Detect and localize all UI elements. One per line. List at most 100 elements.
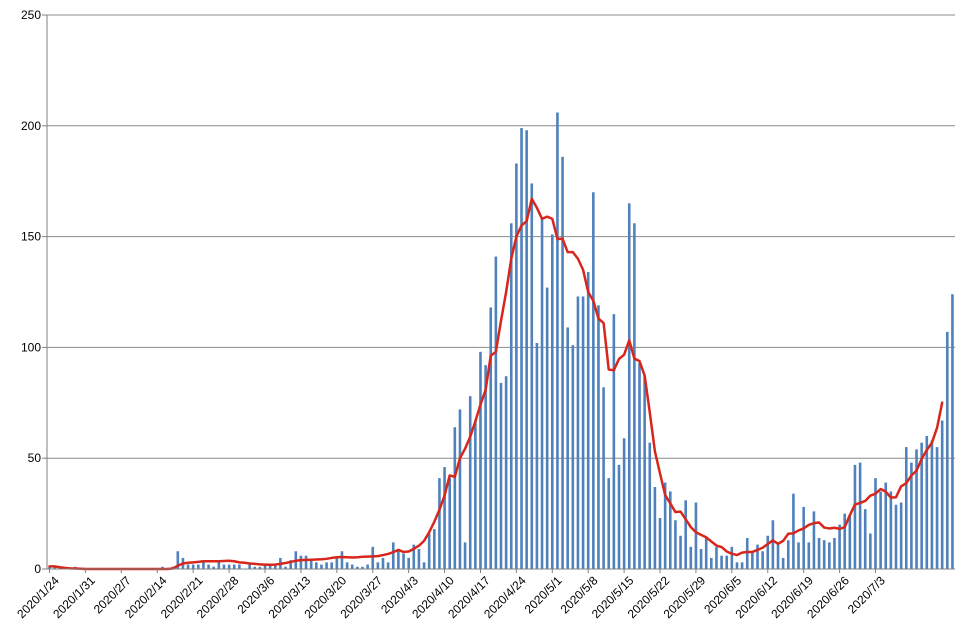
bar bbox=[191, 564, 195, 569]
bar bbox=[468, 396, 472, 569]
bar bbox=[863, 509, 867, 569]
bar bbox=[335, 557, 339, 569]
bar bbox=[725, 555, 729, 569]
bar bbox=[597, 305, 600, 569]
bar bbox=[366, 564, 369, 569]
bar bbox=[361, 566, 364, 569]
bar bbox=[551, 234, 554, 569]
bar bbox=[350, 564, 354, 569]
bar bbox=[530, 183, 534, 570]
bar bbox=[807, 542, 811, 569]
bar bbox=[520, 128, 523, 569]
bar bbox=[653, 487, 657, 569]
bar bbox=[745, 537, 749, 569]
bar bbox=[371, 546, 375, 569]
bar bbox=[571, 345, 575, 569]
bar bbox=[740, 562, 744, 569]
bar bbox=[879, 491, 882, 569]
bar bbox=[197, 564, 200, 569]
bar bbox=[509, 223, 513, 570]
bar bbox=[356, 566, 359, 569]
bar bbox=[833, 537, 836, 569]
y-tick-label: 100 bbox=[21, 340, 41, 354]
bar bbox=[715, 546, 718, 569]
bar bbox=[545, 287, 549, 569]
bar bbox=[458, 409, 462, 569]
bar bbox=[515, 163, 518, 569]
bar bbox=[694, 502, 698, 569]
bar bbox=[263, 564, 267, 569]
bar bbox=[330, 562, 334, 569]
bar bbox=[238, 564, 241, 569]
bar bbox=[797, 542, 800, 569]
bar bbox=[843, 513, 847, 569]
bar bbox=[617, 464, 621, 569]
bar bbox=[325, 562, 328, 569]
y-tick-label: 250 bbox=[21, 8, 41, 22]
bar bbox=[499, 382, 503, 569]
bar bbox=[232, 564, 236, 569]
bar bbox=[581, 296, 585, 569]
bar bbox=[792, 493, 795, 569]
bar bbox=[699, 549, 703, 569]
bar bbox=[284, 566, 287, 569]
bar bbox=[853, 464, 857, 569]
bar bbox=[940, 420, 944, 569]
bar bbox=[786, 540, 790, 569]
bar bbox=[576, 296, 580, 569]
bar bbox=[474, 420, 477, 569]
bar bbox=[489, 307, 493, 569]
bar bbox=[494, 256, 498, 569]
bar bbox=[381, 557, 385, 569]
bar bbox=[443, 467, 446, 569]
bar bbox=[817, 537, 821, 569]
bar bbox=[602, 387, 605, 569]
bar bbox=[433, 529, 436, 569]
bar bbox=[904, 447, 908, 569]
bar bbox=[412, 544, 416, 569]
bar bbox=[899, 502, 903, 569]
bar bbox=[735, 562, 739, 569]
bar bbox=[658, 518, 662, 569]
y-axis-ticks: 0 50 100 150 200 250 bbox=[21, 8, 47, 576]
bar bbox=[556, 112, 559, 569]
bar bbox=[910, 462, 913, 569]
bar bbox=[663, 482, 667, 569]
bar bbox=[309, 560, 313, 569]
bar bbox=[838, 524, 841, 569]
gridlines bbox=[47, 14, 955, 459]
bar bbox=[479, 351, 482, 569]
bar bbox=[668, 491, 672, 569]
bar bbox=[925, 436, 929, 569]
bar bbox=[227, 564, 231, 569]
bar bbox=[397, 549, 400, 569]
bar bbox=[946, 331, 949, 569]
bar bbox=[299, 555, 303, 569]
moving-average-line bbox=[48, 197, 944, 571]
bar bbox=[525, 130, 528, 570]
bar bbox=[484, 365, 487, 569]
bar bbox=[771, 520, 775, 569]
bar bbox=[422, 562, 426, 569]
bar bbox=[679, 535, 682, 569]
bar bbox=[561, 156, 564, 569]
bar bbox=[812, 511, 816, 569]
bar bbox=[874, 478, 877, 569]
bar bbox=[427, 533, 431, 569]
bar bbox=[586, 272, 590, 569]
bar bbox=[756, 544, 759, 569]
bar bbox=[761, 551, 764, 569]
bar bbox=[674, 520, 677, 569]
bar bbox=[612, 314, 616, 569]
bar bbox=[391, 542, 395, 569]
bar bbox=[258, 566, 262, 569]
bar bbox=[212, 566, 216, 569]
bar-series bbox=[48, 112, 954, 570]
bar bbox=[217, 560, 221, 569]
bar bbox=[463, 542, 467, 569]
bar bbox=[386, 562, 390, 569]
bar bbox=[607, 478, 611, 569]
bar bbox=[453, 427, 457, 569]
bar bbox=[407, 557, 410, 569]
